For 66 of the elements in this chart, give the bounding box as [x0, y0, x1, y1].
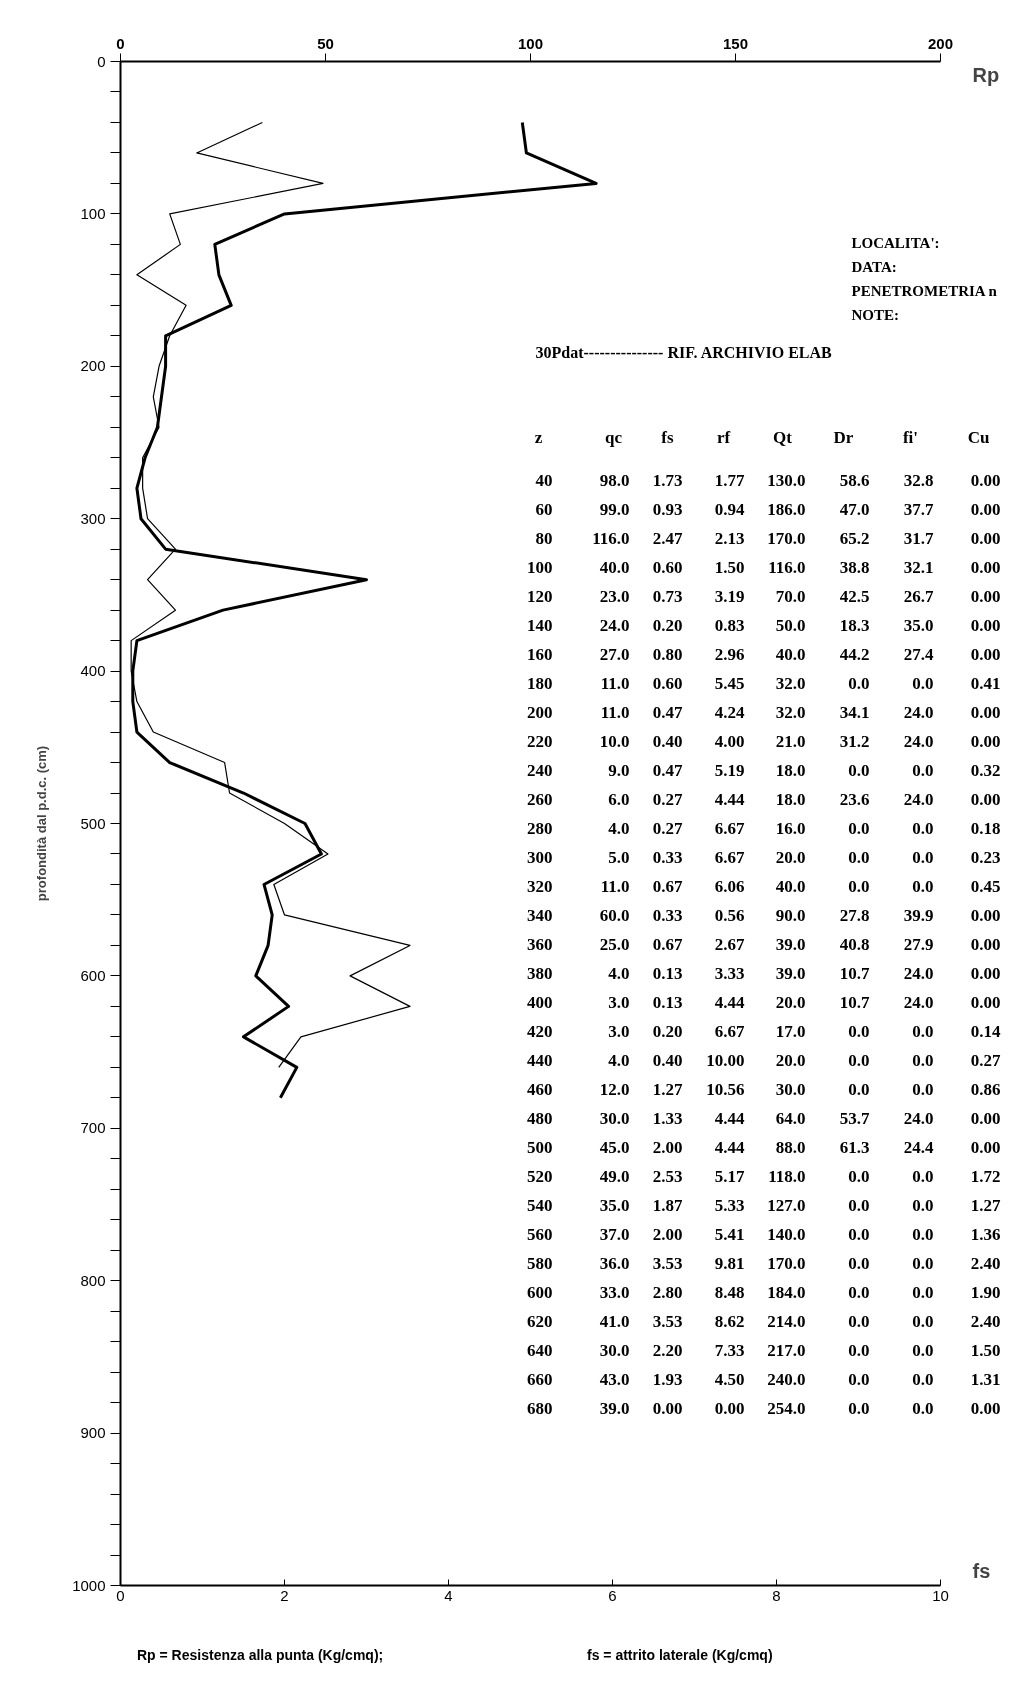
x-tick-label: 4 — [444, 1586, 453, 1604]
annotation: DATA: — [851, 258, 897, 275]
x-tick-label: 8 — [772, 1586, 781, 1604]
text: 620 41.0 3.53 8.62 214.0 0.0 0.0 2.40 — [527, 1312, 1001, 1331]
text: 220 10.0 0.40 4.00 21.0 31.2 24.0 0.00 — [527, 732, 1001, 751]
y-tick-label: 500 — [80, 814, 106, 832]
y-tick-label: 0 — [97, 52, 106, 70]
text: z qc fs rf Qt Dr fi' Cu — [534, 428, 990, 447]
text: 320 11.0 0.67 6.06 40.0 0.0 0.0 0.45 — [527, 877, 1001, 896]
annotation: NOTE: — [851, 306, 900, 323]
y-tick-label: 600 — [80, 966, 106, 984]
y-tick-label: 400 — [80, 662, 106, 680]
text: 180 11.0 0.60 5.45 32.0 0.0 0.0 0.41 — [527, 674, 1001, 693]
text: 460 12.0 1.27 10.56 30.0 0.0 0.0 0.86 — [527, 1080, 1001, 1099]
text: 160 27.0 0.80 2.96 40.0 44.2 27.4 0.00 — [527, 645, 1001, 664]
text: 280 4.0 0.27 6.67 16.0 0.0 0.0 0.18 — [527, 819, 1001, 838]
text: 380 4.0 0.13 3.33 39.0 10.7 24.0 0.00 — [527, 964, 1001, 983]
text: 520 49.0 2.53 5.17 118.0 0.0 0.0 1.72 — [527, 1167, 1001, 1186]
text: 360 25.0 0.67 2.67 39.0 40.8 27.9 0.00 — [527, 935, 1001, 954]
text: 660 43.0 1.93 4.50 240.0 0.0 0.0 1.31 — [527, 1370, 1001, 1389]
text: 120 23.0 0.73 3.19 70.0 42.5 26.7 0.00 — [527, 587, 1001, 606]
text: 40 98.0 1.73 1.77 130.0 58.6 32.8 0.00 — [535, 471, 1001, 490]
x2-tick-label: 200 — [927, 34, 954, 52]
x2-tick-label: 0 — [116, 34, 125, 52]
text: 680 39.0 0.00 0.00 254.0 0.0 0.0 0.00 — [527, 1399, 1001, 1418]
text: 540 35.0 1.87 5.33 127.0 0.0 0.0 1.27 — [527, 1196, 1001, 1215]
text: 100 40.0 0.60 1.50 116.0 38.8 32.1 0.00 — [527, 558, 1001, 577]
y-tick-label: 300 — [80, 509, 106, 527]
x-tick-label: 10 — [932, 1586, 949, 1604]
text: 500 45.0 2.00 4.44 88.0 61.3 24.4 0.00 — [527, 1138, 1001, 1157]
text: 300 5.0 0.33 6.67 20.0 0.0 0.0 0.23 — [527, 848, 1001, 867]
x-tick-label: 6 — [608, 1586, 617, 1604]
text: 80 116.0 2.47 2.13 170.0 65.2 31.7 0.00 — [535, 529, 1001, 548]
text: Rp = Resistenza alla punta (Kg/cmq); — [137, 1646, 384, 1665]
y-tick-label: 100 — [80, 204, 106, 222]
x-axis-title: fs — [972, 1559, 991, 1582]
annotation: LOCALITA': — [851, 234, 940, 251]
text: 440 4.0 0.40 10.00 20.0 0.0 0.0 0.27 — [527, 1051, 1001, 1070]
text: 600 33.0 2.80 8.48 184.0 0.0 0.0 1.90 — [527, 1283, 1001, 1302]
text: 400 3.0 0.13 4.44 20.0 10.7 24.0 0.00 — [527, 993, 1001, 1012]
x2-axis-title: Rp — [972, 63, 1000, 86]
text: 260 6.0 0.27 4.44 18.0 23.6 24.0 0.00 — [527, 790, 1001, 809]
annotation: PENETROMETRIA n — [851, 282, 998, 299]
x2-tick-label: 150 — [722, 34, 749, 52]
y-tick-label: 900 — [80, 1424, 106, 1442]
text: fs = attrito laterale (Kg/cmq) — [587, 1646, 773, 1665]
text: 240 9.0 0.47 5.19 18.0 0.0 0.0 0.32 — [527, 761, 1001, 780]
y-tick-label: 800 — [80, 1271, 106, 1289]
y-tick-label: 1000 — [72, 1576, 106, 1594]
x-tick-label: 2 — [280, 1586, 289, 1604]
text: 480 30.0 1.33 4.44 64.0 53.7 24.0 0.00 — [527, 1109, 1001, 1128]
x2-tick-label: 50 — [317, 34, 334, 52]
y-axis-title: profondità dal p.d.c. (cm) — [34, 745, 50, 902]
text: 340 60.0 0.33 0.56 90.0 27.8 39.9 0.00 — [527, 906, 1001, 925]
y-tick-label: 200 — [80, 357, 106, 375]
x2-tick-label: 100 — [517, 34, 544, 52]
text: 640 30.0 2.20 7.33 217.0 0.0 0.0 1.50 — [527, 1341, 1001, 1360]
x-tick-label: 0 — [116, 1586, 125, 1604]
text: 580 36.0 3.53 9.81 170.0 0.0 0.0 2.40 — [527, 1254, 1001, 1273]
text: 420 3.0 0.20 6.67 17.0 0.0 0.0 0.14 — [527, 1022, 1001, 1041]
text: 60 99.0 0.93 0.94 186.0 47.0 37.7 0.00 — [535, 500, 1001, 519]
annotation: 30Pdat--------------- RIF. ARCHIVIO ELAB — [535, 344, 833, 361]
text: 140 24.0 0.20 0.83 50.0 18.3 35.0 0.00 — [527, 616, 1001, 635]
y-tick-label: 700 — [80, 1119, 106, 1137]
text: 200 11.0 0.47 4.24 32.0 34.1 24.0 0.00 — [527, 703, 1001, 722]
text: 560 37.0 2.00 5.41 140.0 0.0 0.0 1.36 — [527, 1225, 1001, 1244]
